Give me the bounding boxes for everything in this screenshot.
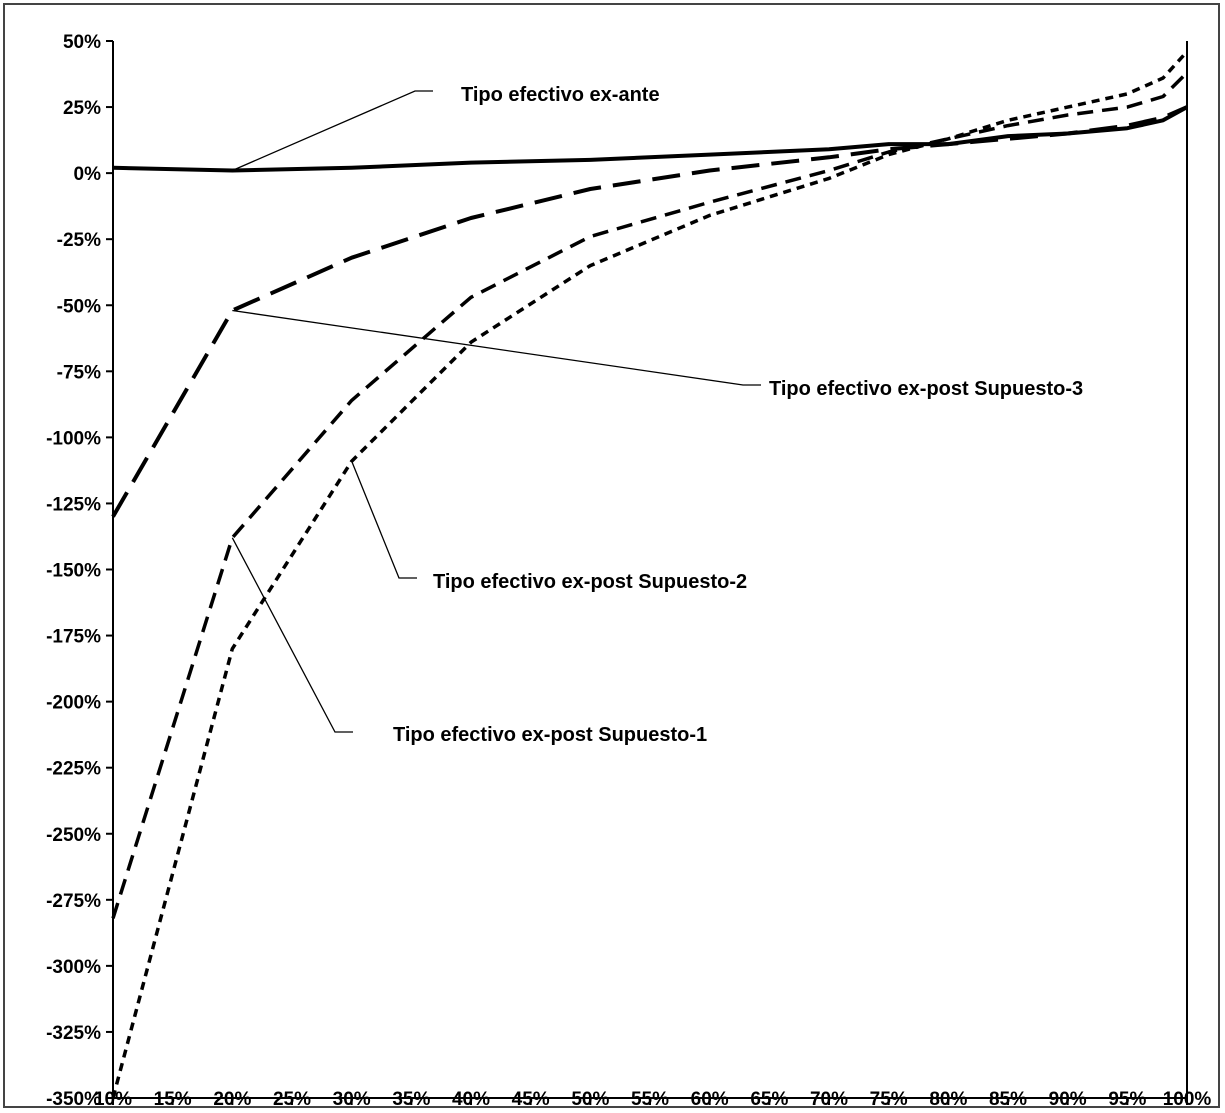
y-tick-label: 0% bbox=[74, 164, 102, 185]
y-tick-label: -200% bbox=[46, 693, 101, 714]
series-line-1 bbox=[112, 105, 1188, 173]
y-axis-ticks: 50% 25% 0% -25% -50% -75% -100% -125% -150% -175%… bbox=[46, 32, 113, 1110]
y-tick-label: -50% bbox=[57, 296, 101, 317]
x-tick-label: 95% bbox=[1108, 1089, 1146, 1110]
x-tick-label: 80% bbox=[929, 1089, 967, 1110]
y-tick-label: -350% bbox=[46, 1089, 101, 1110]
annotation-label: Tipo efectivo ex-post Supuesto-1 bbox=[393, 724, 707, 746]
annotation-leader bbox=[351, 460, 417, 579]
y-tick-label: -75% bbox=[57, 362, 101, 383]
x-tick-label: 90% bbox=[1049, 1089, 1087, 1110]
y-tick-label: -325% bbox=[46, 1023, 101, 1044]
x-tick-label: 50% bbox=[571, 1089, 609, 1110]
x-tick-label: 100% bbox=[1163, 1089, 1212, 1110]
annotation-label: Tipo efectivo ex-post Supuesto-3 bbox=[769, 378, 1083, 400]
x-tick-label: 20% bbox=[213, 1089, 251, 1110]
x-tick-label: 40% bbox=[452, 1089, 490, 1110]
annotation-label: Tipo efectivo ex-post Supuesto-2 bbox=[433, 571, 747, 593]
x-tick-label: 10% bbox=[94, 1089, 132, 1110]
annotation-leader bbox=[232, 309, 761, 386]
y-tick-label: -100% bbox=[46, 428, 101, 449]
x-tick-label: 75% bbox=[870, 1089, 908, 1110]
chart-frame: 50% 25% 0% -25% -50% -75% -100% -125% -150% -175%… bbox=[3, 3, 1220, 1110]
annotation-leader bbox=[232, 90, 433, 172]
series-layer bbox=[111, 50, 1189, 1099]
axes bbox=[112, 41, 1188, 1099]
x-tick-label: 60% bbox=[691, 1089, 729, 1110]
y-tick-label: 25% bbox=[63, 98, 101, 119]
x-tick-label: 30% bbox=[333, 1089, 371, 1110]
y-tick-label: -275% bbox=[46, 891, 101, 912]
x-tick-label: 45% bbox=[512, 1089, 550, 1110]
x-tick-label: 85% bbox=[989, 1089, 1027, 1110]
y-tick-label: -225% bbox=[46, 759, 101, 780]
y-tick-label: 50% bbox=[63, 32, 101, 53]
y-tick-label: -150% bbox=[46, 561, 101, 582]
x-tick-label: 70% bbox=[810, 1089, 848, 1110]
x-tick-label: 35% bbox=[392, 1089, 430, 1110]
series-line-2 bbox=[111, 105, 1188, 518]
annotations: Tipo efectivo ex-ante Tipo efectivo ex-po… bbox=[231, 84, 1083, 746]
x-tick-label: 15% bbox=[154, 1089, 192, 1110]
y-tick-label: -250% bbox=[46, 825, 101, 846]
x-tick-label: 25% bbox=[273, 1089, 311, 1110]
y-tick-label: -125% bbox=[46, 494, 101, 515]
x-tick-label: 55% bbox=[631, 1089, 669, 1110]
series-line-4 bbox=[111, 50, 1189, 1099]
y-tick-label: -300% bbox=[46, 957, 101, 978]
y-tick-label: -175% bbox=[46, 627, 101, 648]
line-chart: 50% 25% 0% -25% -50% -75% -100% -125% -150% -175%… bbox=[46, 32, 1211, 1110]
y-tick-label: -25% bbox=[57, 230, 101, 251]
annotation-leader bbox=[231, 537, 353, 733]
x-axis-ticks: 10% 15% 20% 25% 30% 35% 40% 45% 50% 55% 60% 65% 70% 7… bbox=[94, 1089, 1211, 1110]
annotation-label: Tipo efectivo ex-ante bbox=[461, 84, 660, 106]
x-tick-label: 65% bbox=[750, 1089, 788, 1110]
series-line-3 bbox=[111, 71, 1189, 919]
